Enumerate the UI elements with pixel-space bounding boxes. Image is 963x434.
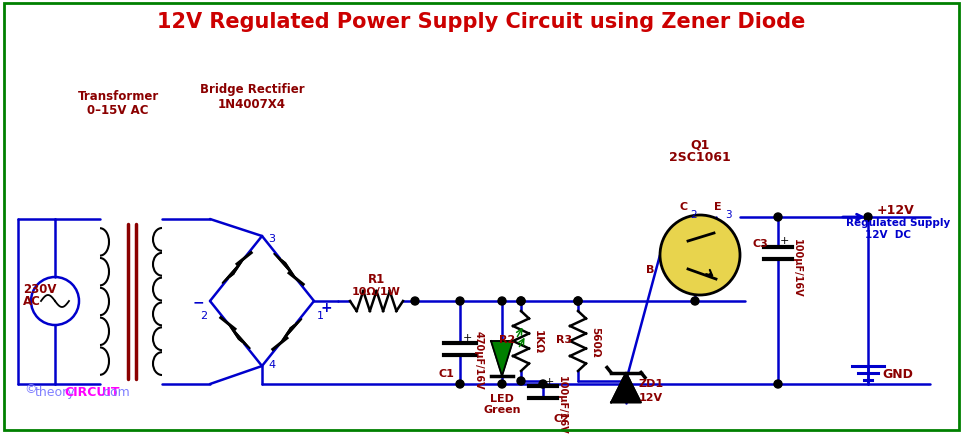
Circle shape [622,377,630,385]
Text: C1: C1 [438,368,454,378]
Polygon shape [491,341,513,376]
Text: AC: AC [23,295,40,308]
Text: 12V  DC: 12V DC [865,230,911,240]
Text: 2: 2 [690,210,697,220]
Circle shape [539,380,547,388]
Circle shape [517,377,525,385]
Text: +12V: +12V [876,204,914,217]
Circle shape [456,380,464,388]
Text: 100µF/16V: 100µF/16V [792,238,802,296]
Text: 1KΩ: 1KΩ [533,329,543,353]
Text: +: + [544,376,554,386]
Text: 100µF/16V: 100µF/16V [557,375,567,433]
Circle shape [622,380,630,388]
Text: E: E [715,201,722,211]
Circle shape [498,380,506,388]
Circle shape [498,297,506,305]
Circle shape [574,297,582,305]
Text: 2SC1061: 2SC1061 [669,151,731,164]
Text: LED: LED [490,393,514,403]
Text: 3: 3 [269,233,275,243]
Circle shape [660,216,740,295]
Text: Transformer: Transformer [77,89,159,102]
Text: 0–15V AC: 0–15V AC [88,103,148,116]
Circle shape [774,380,782,388]
Text: Regulated Supply: Regulated Supply [846,217,950,227]
Text: C: C [680,201,688,211]
Circle shape [517,297,525,305]
Text: Bridge Rectifier: Bridge Rectifier [199,83,304,96]
Text: +: + [462,332,472,342]
Circle shape [517,297,525,305]
Text: theory: theory [35,386,75,398]
Text: +: + [779,236,789,246]
Text: Green: Green [483,404,521,414]
Text: 230V: 230V [23,283,57,296]
Text: ©: © [24,383,37,395]
Polygon shape [222,259,245,283]
Circle shape [574,297,582,305]
Text: .com: .com [99,386,130,398]
Circle shape [456,297,464,305]
Text: 10Ω/1W: 10Ω/1W [352,286,401,296]
Text: 12V Regulated Power Supply Circuit using Zener Diode: 12V Regulated Power Supply Circuit using… [157,12,805,32]
Text: +: + [320,300,332,314]
Text: C3: C3 [752,238,768,248]
Text: ZD1: ZD1 [638,378,664,388]
Text: Q1: Q1 [690,138,710,151]
Text: 2: 2 [200,310,208,320]
Text: 4: 4 [269,359,275,369]
Text: 1N4007X4: 1N4007X4 [218,97,286,110]
Text: 3: 3 [725,210,731,220]
Text: C2: C2 [553,413,569,423]
Circle shape [691,297,699,305]
Circle shape [411,297,419,305]
Text: 470µF/16V: 470µF/16V [474,330,484,388]
Text: 560Ω: 560Ω [590,326,600,356]
Circle shape [622,380,630,388]
Text: CIRCUIT: CIRCUIT [65,386,119,398]
Text: 1: 1 [317,310,324,320]
Text: R2: R2 [499,334,515,344]
Circle shape [774,214,782,221]
Polygon shape [274,254,296,279]
Text: R1: R1 [368,273,385,286]
Polygon shape [280,319,301,344]
Polygon shape [611,373,641,403]
Text: −: − [193,294,204,308]
Circle shape [864,214,872,221]
Text: B: B [646,264,654,274]
Polygon shape [228,324,249,349]
Text: 12V: 12V [638,393,664,403]
Text: GND: GND [882,368,914,381]
Text: R3: R3 [556,334,572,344]
